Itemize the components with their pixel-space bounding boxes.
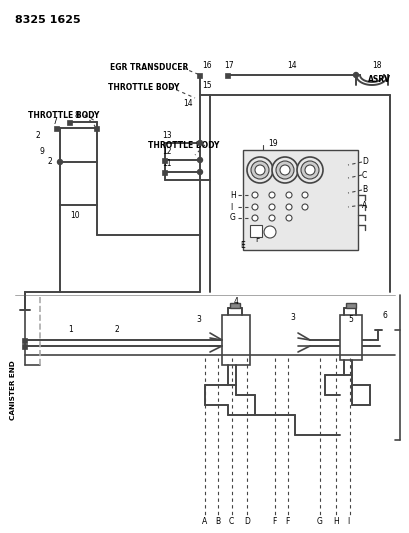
Text: I: I: [346, 518, 348, 527]
Text: 5: 5: [347, 316, 352, 325]
Text: 2: 2: [115, 326, 119, 335]
Circle shape: [197, 141, 202, 146]
Text: 3: 3: [196, 316, 200, 325]
Circle shape: [263, 226, 275, 238]
Text: H: H: [332, 518, 338, 527]
Circle shape: [285, 204, 291, 210]
Text: 1: 1: [68, 326, 72, 335]
Bar: [54, 125, 59, 131]
Bar: [229, 303, 239, 308]
Circle shape: [268, 215, 274, 221]
Text: 3: 3: [289, 313, 294, 322]
Text: 16: 16: [202, 61, 211, 69]
Text: G: G: [229, 214, 235, 222]
Circle shape: [275, 161, 293, 179]
Circle shape: [197, 157, 202, 163]
Text: G: G: [316, 518, 322, 527]
Text: 4: 4: [234, 297, 238, 306]
Text: THROTTLE BODY: THROTTLE BODY: [108, 83, 179, 92]
Circle shape: [252, 215, 257, 221]
Text: 8: 8: [75, 110, 80, 119]
Bar: [249, 225, 261, 237]
Text: CANISTER END: CANISTER END: [10, 360, 16, 420]
Text: A: A: [202, 518, 207, 527]
Text: C: C: [229, 518, 234, 527]
Circle shape: [268, 192, 274, 198]
Text: EGR TRANSDUCER: EGR TRANSDUCER: [110, 63, 188, 72]
Circle shape: [268, 204, 274, 210]
Text: 7: 7: [52, 117, 57, 125]
Text: F: F: [254, 236, 259, 245]
Text: 15: 15: [202, 82, 211, 91]
Bar: [162, 169, 167, 174]
Text: ASRV: ASRV: [367, 76, 390, 85]
Text: B: B: [361, 185, 366, 195]
Text: 19: 19: [267, 139, 277, 148]
Circle shape: [271, 157, 297, 183]
Circle shape: [252, 192, 257, 198]
Circle shape: [250, 161, 268, 179]
Circle shape: [301, 192, 307, 198]
Bar: [345, 303, 355, 308]
Bar: [67, 119, 72, 125]
Text: 14: 14: [286, 61, 296, 69]
Circle shape: [285, 215, 291, 221]
Circle shape: [285, 192, 291, 198]
Text: THROTTLE BODY: THROTTLE BODY: [28, 110, 99, 119]
Text: 12: 12: [162, 148, 171, 157]
Bar: [162, 157, 167, 163]
Text: 9: 9: [40, 147, 45, 156]
Text: D: D: [361, 157, 367, 166]
Text: F: F: [284, 518, 289, 527]
Text: 14: 14: [182, 99, 192, 108]
Text: E: E: [239, 240, 244, 249]
Circle shape: [279, 165, 289, 175]
Text: 6: 6: [382, 311, 387, 319]
Text: A: A: [361, 200, 366, 209]
Circle shape: [252, 204, 257, 210]
Text: 11: 11: [162, 159, 171, 168]
Bar: [22, 343, 27, 349]
Bar: [94, 125, 99, 131]
Text: 10: 10: [70, 211, 79, 220]
Circle shape: [304, 165, 314, 175]
Text: C: C: [361, 171, 366, 180]
Text: 2: 2: [36, 131, 40, 140]
Circle shape: [246, 157, 272, 183]
Circle shape: [296, 157, 322, 183]
Text: B: B: [214, 518, 220, 527]
Bar: [243, 150, 357, 250]
Text: THROTTLE BODY: THROTTLE BODY: [148, 141, 219, 149]
Text: D: D: [243, 518, 249, 527]
Circle shape: [57, 159, 62, 165]
Circle shape: [300, 161, 318, 179]
Bar: [221, 315, 249, 365]
Bar: [225, 72, 230, 77]
Bar: [22, 337, 27, 343]
Circle shape: [301, 204, 307, 210]
Circle shape: [254, 165, 264, 175]
Text: F: F: [271, 518, 276, 527]
Circle shape: [197, 169, 202, 174]
Bar: [339, 315, 361, 360]
Text: 13: 13: [162, 131, 171, 140]
Text: 18: 18: [371, 61, 380, 69]
Bar: [197, 72, 202, 77]
Text: 2: 2: [48, 157, 53, 166]
Circle shape: [353, 72, 357, 77]
Text: 8325 1625: 8325 1625: [15, 15, 81, 25]
Text: H: H: [229, 190, 235, 199]
Text: I: I: [229, 203, 231, 212]
Text: 17: 17: [223, 61, 233, 69]
